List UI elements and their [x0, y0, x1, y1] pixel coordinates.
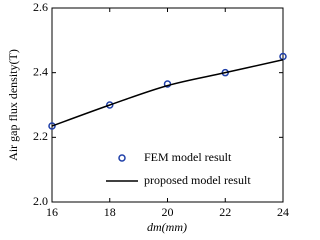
data-point	[48, 122, 56, 130]
y-tick-label: 2.0	[33, 194, 48, 208]
y-tick-label: 2.4	[33, 64, 48, 78]
x-tick-label: 20	[162, 205, 174, 219]
y-tick-label: 2.2	[33, 129, 48, 143]
chart: dm(mm) Air gap flux density(T) 2.0 2.2 2.4…	[6, 0, 289, 234]
legend-label: FEM model result	[144, 150, 232, 164]
legend-marker	[118, 154, 126, 162]
x-tick-label: 22	[219, 205, 231, 219]
legend-label: proposed model result	[144, 173, 251, 187]
data-point	[106, 101, 114, 109]
data-point	[163, 80, 172, 88]
x-tick-label: 18	[104, 205, 116, 219]
y-tick-label: 2.6	[33, 0, 48, 14]
x-tick-label: 24	[277, 205, 289, 219]
data-line	[51, 59, 284, 127]
x-tick-label: 16	[46, 205, 58, 219]
x-axis-label: dm(mm)	[147, 220, 187, 234]
data-point	[279, 52, 287, 61]
y-axis-label: Air gap flux density(T)	[6, 49, 20, 161]
